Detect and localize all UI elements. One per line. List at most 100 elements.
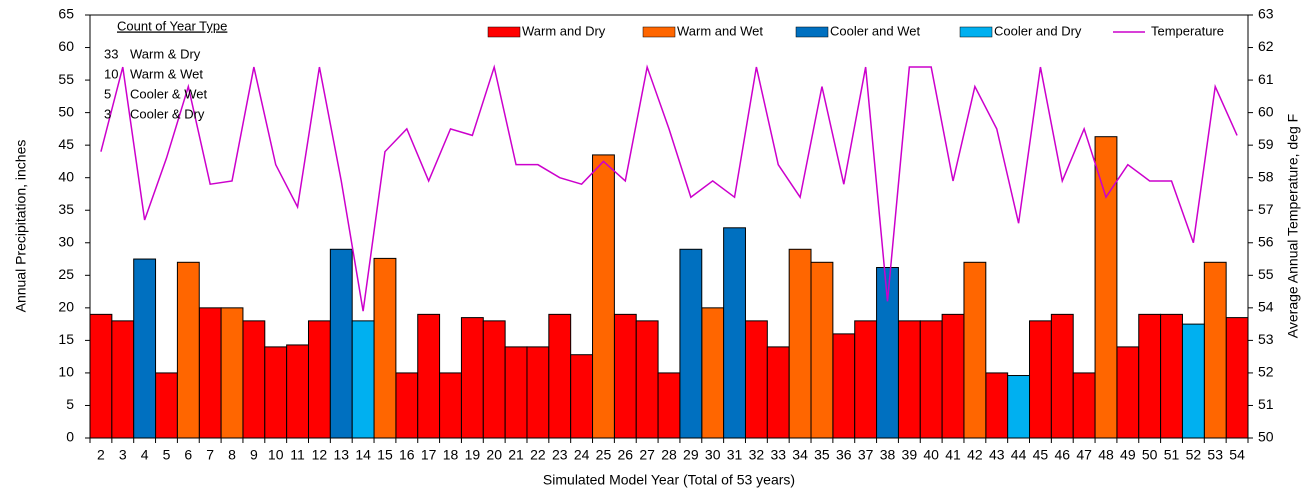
- y-tick-label: 45: [58, 136, 74, 152]
- bar: [1094, 136, 1118, 439]
- x-tick-label: 49: [1120, 447, 1136, 463]
- x-tick-label: 17: [421, 447, 437, 463]
- bar: [329, 248, 353, 439]
- x-tick-label: 9: [250, 447, 258, 463]
- y2-tick-label: 57: [1258, 201, 1274, 217]
- x-tick-label: 32: [749, 447, 765, 463]
- x-tick-label: 19: [465, 447, 481, 463]
- bar: [919, 320, 943, 439]
- count-label: Warm & Dry: [130, 46, 201, 61]
- bar: [897, 320, 921, 439]
- x-tick-label: 18: [443, 447, 459, 463]
- bar: [548, 313, 572, 439]
- count-box-title: Count of Year Type: [117, 18, 227, 33]
- bar: [198, 307, 222, 439]
- bar: [526, 346, 550, 439]
- bar: [482, 320, 506, 439]
- y2-tick-label: 51: [1258, 396, 1274, 412]
- y-tick-label: 25: [58, 266, 74, 282]
- y-tick-label: 20: [58, 299, 74, 315]
- bar: [854, 320, 878, 439]
- x-tick-label: 31: [727, 447, 743, 463]
- bar: [985, 372, 1009, 439]
- x-tick-label: 47: [1076, 447, 1092, 463]
- bar: [832, 333, 856, 439]
- y2-tick-label: 61: [1258, 71, 1274, 87]
- bar: [635, 320, 659, 439]
- bar: [1116, 346, 1140, 439]
- x-tick-label: 39: [902, 447, 918, 463]
- x-tick-label: 25: [596, 447, 612, 463]
- y-tick-label: 50: [58, 103, 74, 119]
- y-tick-label: 35: [58, 201, 74, 217]
- x-tick-label: 15: [377, 447, 393, 463]
- bar: [155, 372, 178, 439]
- x-tick-label: 36: [836, 447, 852, 463]
- x-tick-label: 51: [1164, 447, 1180, 463]
- bar: [788, 248, 812, 439]
- bar: [373, 257, 397, 439]
- count-value: 3: [104, 106, 111, 121]
- y2-tick-label: 55: [1258, 266, 1274, 282]
- y-tick-label: 15: [58, 331, 74, 347]
- plot-frame: [89, 14, 1249, 439]
- bar: [679, 248, 703, 439]
- x-tick-label: 2: [97, 447, 105, 463]
- y2-tick-label: 50: [1258, 429, 1274, 445]
- x-tick-label: 5: [163, 447, 171, 463]
- x-tick-label: 24: [574, 447, 590, 463]
- count-value: 33: [104, 46, 118, 61]
- bar: [307, 320, 331, 439]
- y2-tick-label: 60: [1258, 103, 1274, 119]
- bar: [417, 313, 441, 439]
- bar: [395, 372, 419, 439]
- x-tick-label: 38: [880, 447, 896, 463]
- legend-swatch: [487, 26, 521, 38]
- x-tick-label: 7: [206, 447, 214, 463]
- bar: [1225, 317, 1249, 439]
- x-tick-label: 50: [1142, 447, 1158, 463]
- y2-tick-label: 58: [1258, 168, 1274, 184]
- x-tick-label: 12: [312, 447, 328, 463]
- bar: [1181, 323, 1205, 439]
- x-tick-label: 29: [683, 447, 699, 463]
- x-tick-label: 11: [290, 447, 305, 463]
- bar: [701, 307, 725, 439]
- bar: [286, 344, 309, 439]
- bar: [242, 320, 266, 439]
- x-axis-label: Simulated Model Year (Total of 53 years): [543, 472, 795, 488]
- y2-tick-label: 59: [1258, 136, 1274, 152]
- x-tick-label: 10: [268, 447, 284, 463]
- legend-label: Warm and Dry: [522, 23, 606, 38]
- y-tick-label: 10: [58, 364, 74, 380]
- y2-tick-label: 62: [1258, 38, 1274, 54]
- bar: [1007, 375, 1031, 439]
- count-value: 10: [104, 66, 118, 81]
- count-value: 5: [104, 86, 111, 101]
- x-tick-label: 13: [333, 447, 349, 463]
- bar: [941, 313, 965, 439]
- bar: [723, 227, 746, 439]
- x-tick-label: 21: [508, 447, 524, 463]
- x-tick-label: 35: [814, 447, 830, 463]
- legend-label: Warm and Wet: [677, 23, 763, 38]
- legend-label: Temperature: [1151, 23, 1224, 38]
- y-tick-label: 30: [58, 233, 74, 249]
- y-tick-label: 65: [58, 6, 74, 22]
- x-tick-label: 27: [639, 447, 655, 463]
- x-tick-label: 54: [1229, 447, 1245, 463]
- bar: [963, 261, 987, 439]
- x-tick-label: 14: [355, 447, 371, 463]
- x-tick-label: 46: [1054, 447, 1070, 463]
- bar: [1050, 313, 1074, 439]
- count-label: Warm & Wet: [130, 66, 203, 81]
- bar: [876, 266, 899, 439]
- bar: [220, 307, 244, 439]
- y-tick-label: 55: [58, 71, 74, 87]
- bar: [439, 372, 462, 439]
- bar: [351, 320, 375, 439]
- bar: [460, 317, 484, 439]
- temperature-line: [100, 64, 1238, 312]
- bar: [810, 261, 834, 439]
- x-tick-label: 41: [945, 447, 961, 463]
